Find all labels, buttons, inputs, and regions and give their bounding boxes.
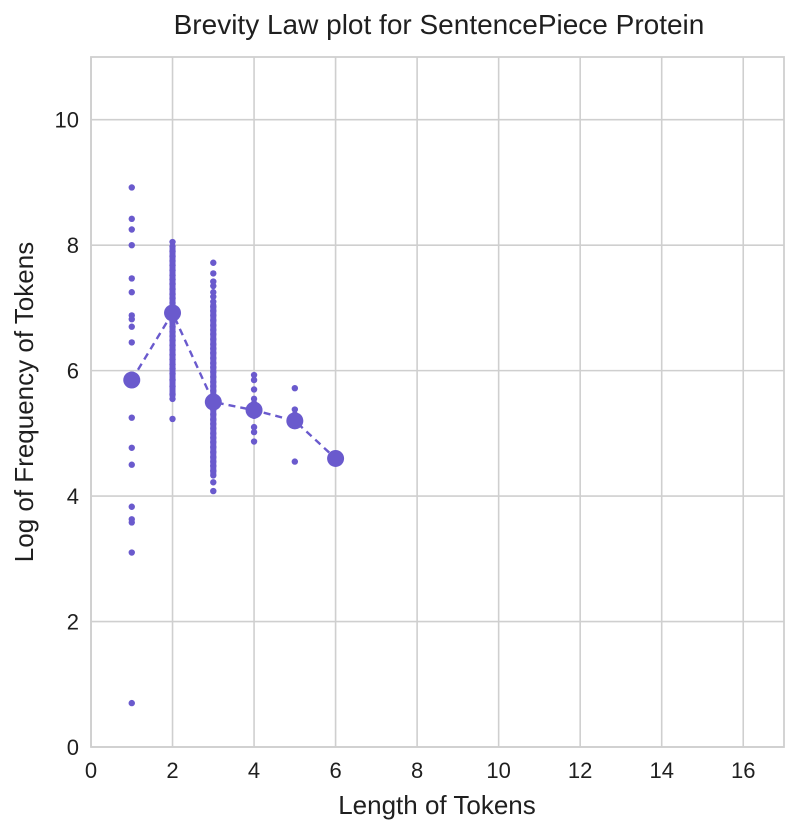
mean-marker	[164, 304, 182, 322]
token-point	[250, 428, 258, 436]
token-point	[128, 184, 135, 191]
y-tick-label: 4	[67, 484, 79, 509]
token-point	[250, 438, 258, 445]
token-point	[128, 339, 135, 346]
token-point	[250, 395, 258, 403]
x-tick-label: 4	[248, 758, 260, 783]
y-tick-label: 8	[67, 233, 79, 258]
token-point	[128, 215, 135, 223]
plot-frame	[90, 56, 785, 748]
token-point	[169, 415, 176, 423]
mean-marker	[245, 401, 263, 419]
y-tick-label: 6	[67, 359, 79, 384]
token-point	[128, 289, 135, 296]
y-tick-label: 10	[55, 108, 79, 133]
token-point	[210, 278, 217, 285]
mean-line	[130, 310, 337, 460]
x-tick-label: 0	[85, 758, 97, 783]
scatter-layer	[128, 184, 339, 707]
token-point	[128, 549, 135, 556]
token-point	[250, 371, 258, 379]
token-point	[128, 323, 135, 330]
token-point	[128, 241, 135, 249]
token-point	[210, 487, 217, 495]
token-point	[128, 519, 135, 526]
mean-marker	[204, 393, 222, 411]
token-point	[128, 275, 135, 282]
token-point	[210, 270, 217, 277]
token-point	[128, 316, 135, 323]
token-point	[128, 503, 135, 510]
token-point	[250, 386, 258, 393]
token-point	[210, 259, 217, 266]
mean-marker	[123, 371, 141, 389]
tick-label-layer: 0 2 4 6 8 10 12 14 16 0 2 4 6 8 10	[55, 108, 756, 783]
y-tick-label: 0	[67, 735, 79, 760]
mean-marker	[286, 412, 304, 430]
token-point	[250, 423, 258, 431]
x-axis-title: Length of Tokens	[338, 790, 536, 820]
token-point	[128, 414, 135, 421]
x-tick-label: 10	[486, 758, 510, 783]
y-axis-title: Log of Frequency of Tokens	[9, 242, 39, 562]
x-tick-label: 14	[649, 758, 673, 783]
mean-marker	[327, 449, 345, 467]
token-point	[210, 282, 217, 290]
x-tick-label: 12	[568, 758, 592, 783]
token-point	[291, 458, 299, 465]
token-point	[169, 238, 176, 246]
token-point	[210, 289, 217, 296]
x-tick-label: 8	[411, 758, 423, 783]
token-point	[210, 293, 217, 300]
token-point	[291, 406, 299, 413]
token-point	[291, 385, 299, 392]
x-tick-label: 2	[166, 758, 178, 783]
x-tick-label: 6	[329, 758, 341, 783]
chart-title: Brevity Law plot for SentencePiece Prote…	[174, 9, 705, 40]
grid-layer	[90, 57, 784, 748]
token-point	[128, 444, 135, 451]
token-point	[128, 226, 135, 233]
token-point	[128, 699, 135, 707]
token-point	[128, 461, 135, 468]
mean-layer	[123, 304, 345, 467]
token-point	[250, 376, 258, 384]
token-point	[210, 479, 217, 486]
y-tick-label: 2	[67, 610, 79, 635]
x-tick-label: 16	[731, 758, 755, 783]
